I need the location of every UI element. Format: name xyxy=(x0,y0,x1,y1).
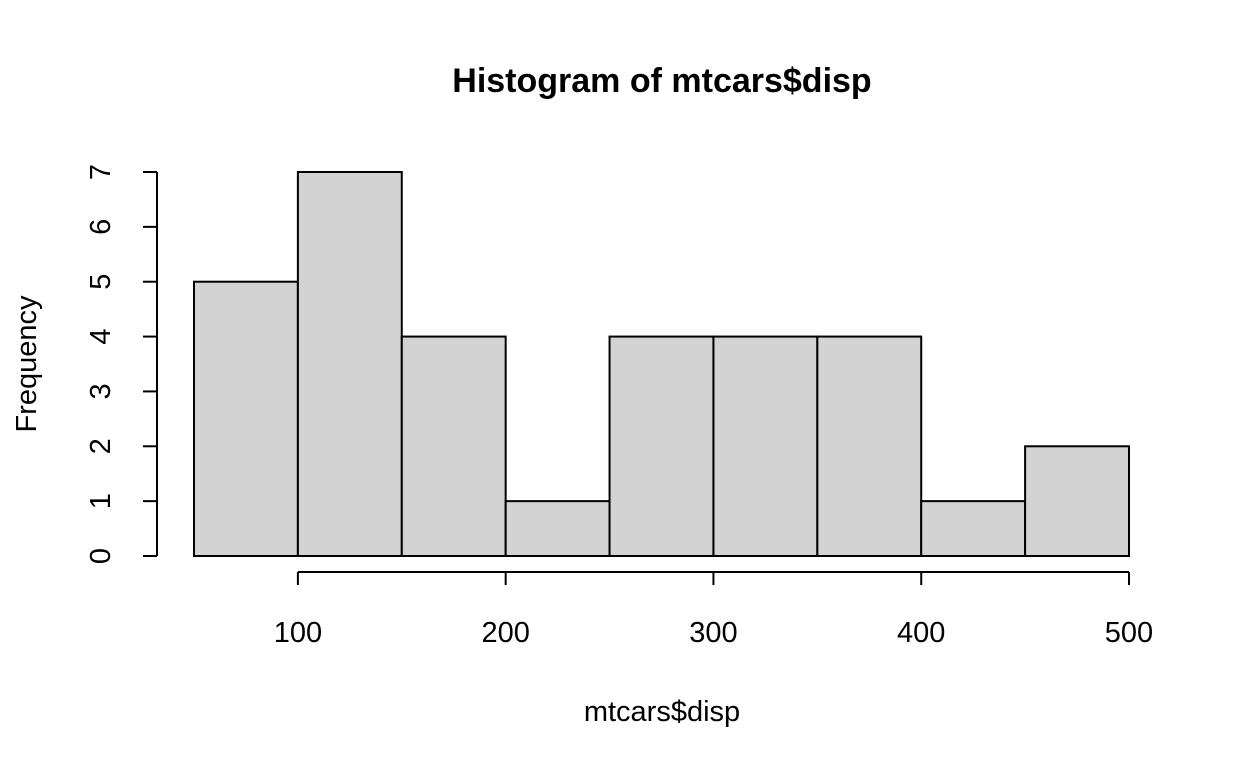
histogram-bar-6 xyxy=(712,335,819,558)
y-axis-label: Frequency xyxy=(11,295,43,433)
x-axis: 100 200 300 400 500 xyxy=(274,571,1153,649)
histogram-bar-4 xyxy=(504,500,611,557)
x-tick-label-200: 200 xyxy=(481,617,529,649)
histogram-bar-9 xyxy=(1024,445,1130,557)
y-tick-label-5: 5 xyxy=(85,274,117,290)
histogram-bar-3 xyxy=(400,335,507,558)
y-tick-label-7: 7 xyxy=(85,164,117,180)
y-tick-label-6: 6 xyxy=(85,219,117,235)
y-tick-label-2: 2 xyxy=(85,438,117,454)
x-axis-label: mtcars$disp xyxy=(584,696,740,728)
y-tick-label-3: 3 xyxy=(85,383,117,399)
histogram-bar-2 xyxy=(296,171,403,557)
histogram-bar-1 xyxy=(193,280,299,557)
x-tick-label-300: 300 xyxy=(689,617,737,649)
y-tick-label-0: 0 xyxy=(85,548,117,564)
histogram-bar-8 xyxy=(920,500,1027,557)
y-tick-label-1: 1 xyxy=(85,493,117,509)
bars-layer xyxy=(193,171,1130,558)
x-tick-label-400: 400 xyxy=(897,617,945,649)
y-axis: 0 1 2 3 4 5 6 7 xyxy=(85,164,158,564)
histogram-bar-5 xyxy=(608,335,715,558)
chart-title: Histogram of mtcars$disp xyxy=(452,62,871,100)
x-tick-label-100: 100 xyxy=(274,617,322,649)
histogram-bar-7 xyxy=(816,335,923,558)
y-tick-label-4: 4 xyxy=(85,329,117,345)
x-tick-label-500: 500 xyxy=(1105,617,1153,649)
